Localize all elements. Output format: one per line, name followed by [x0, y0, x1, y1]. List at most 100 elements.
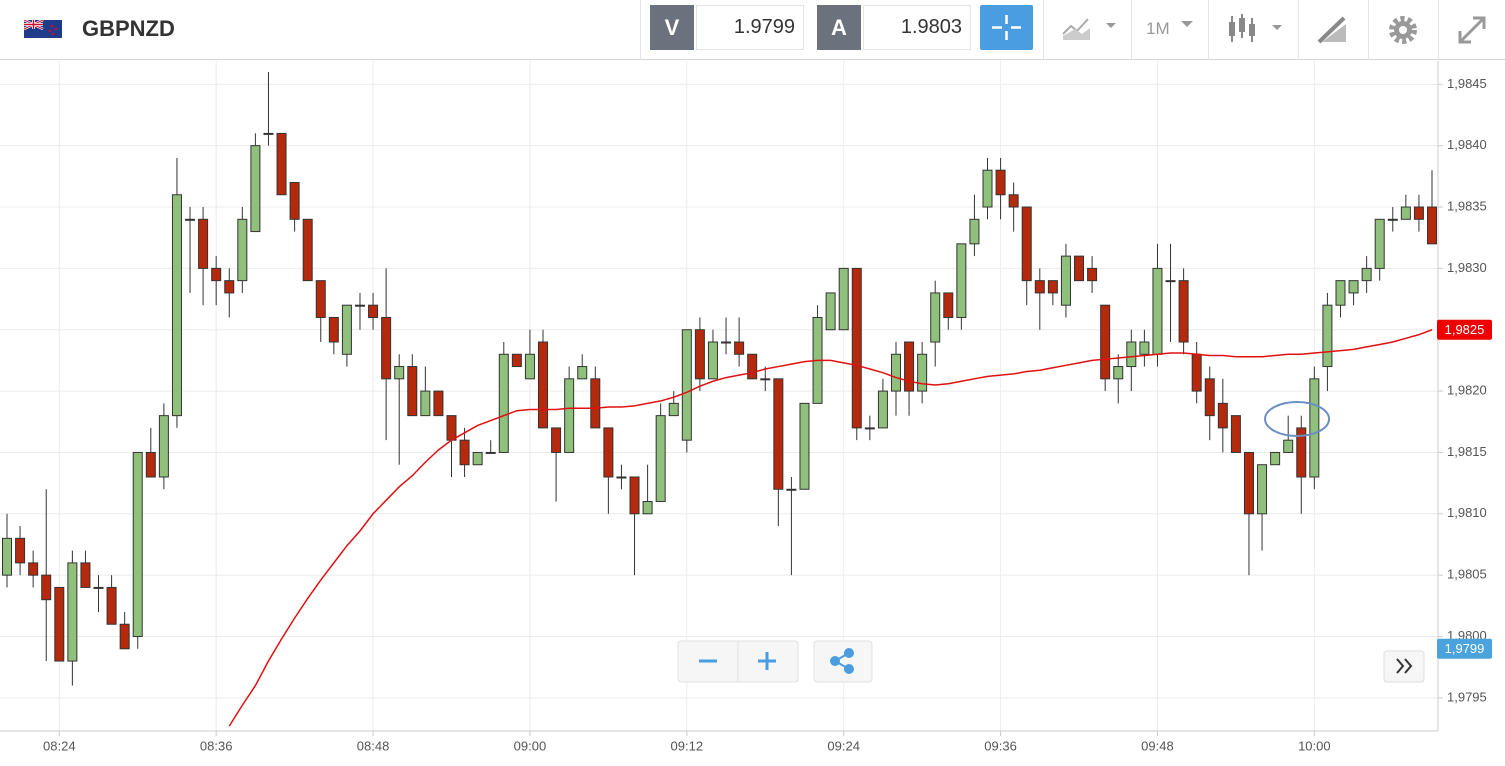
candle-body [1139, 341, 1150, 355]
x-tick-label: 09:36 [984, 738, 1017, 753]
candle-body [237, 218, 248, 282]
candle-body [315, 280, 326, 318]
x-tick-label: 10:00 [1298, 738, 1331, 753]
candle-body [263, 132, 274, 135]
candle-body [734, 341, 745, 355]
ask-button[interactable]: A [817, 5, 861, 50]
candle-body [185, 218, 196, 221]
separator [640, 0, 641, 60]
candle-body [1309, 378, 1320, 478]
x-tick-label: 08:48 [357, 738, 390, 753]
bid-button[interactable]: V [650, 5, 694, 50]
fullscreen-button[interactable] [1455, 13, 1489, 47]
candle-body [995, 169, 1006, 196]
candle-body [943, 292, 954, 318]
candle-body [1374, 218, 1385, 269]
candle-body [786, 488, 797, 491]
x-tick-label: 09:48 [1141, 738, 1174, 753]
candle-body [629, 476, 640, 515]
candle-body [1126, 341, 1137, 368]
candle-body [1270, 451, 1281, 466]
candle-body [524, 353, 535, 380]
chart-type-button[interactable] [1058, 14, 1123, 44]
candle-body [1191, 353, 1202, 392]
x-tick-label: 09:12 [671, 738, 704, 753]
candle-body [1152, 267, 1163, 355]
candle-body [446, 415, 457, 441]
candle-body [67, 562, 78, 662]
candle-body [328, 316, 339, 343]
toolbar: GBPNZD V 1.9799 A 1.9803 1M [0, 0, 1505, 60]
plot-area [2, 72, 1437, 727]
candle-body [890, 353, 901, 392]
candle-body [198, 218, 209, 269]
x-tick-label: 09:00 [514, 738, 547, 753]
candle-body [577, 366, 588, 380]
scroll-right-button[interactable] [1383, 650, 1425, 683]
candle-body [799, 402, 810, 490]
candle-body [747, 353, 758, 380]
candle-body [1021, 206, 1032, 282]
price-tag-label: 1,9799 [1445, 641, 1485, 656]
candle-body [472, 451, 483, 466]
grid [0, 61, 1438, 731]
y-tick-label: 1,9845 [1447, 76, 1487, 91]
candle-body [1060, 255, 1071, 306]
moving-average-line [228, 329, 1433, 727]
draw-tool-button[interactable] [1316, 14, 1350, 46]
candle-body [551, 427, 562, 453]
candle-body [1113, 366, 1124, 380]
candle-body [1047, 280, 1058, 294]
flag [24, 20, 62, 38]
ask-price: 1.9803 [863, 5, 971, 50]
candle-body [825, 292, 836, 331]
candle-body [433, 390, 444, 417]
separator [1043, 0, 1044, 60]
y-tick-label: 1,9820 [1447, 383, 1487, 398]
candle-body [982, 169, 993, 208]
y-tick-label: 1,9830 [1447, 260, 1487, 275]
candle-body [655, 415, 666, 503]
candle-body [1100, 304, 1111, 380]
candle-body [1230, 415, 1241, 453]
candle-body [1296, 427, 1307, 478]
candle-body [224, 280, 235, 294]
candle-body [15, 537, 26, 564]
candle-body [341, 304, 352, 355]
price-tag-label: 1,9825 [1445, 322, 1485, 337]
candle-body [917, 353, 928, 392]
candle-body [707, 341, 718, 380]
bid-price: 1.9799 [696, 5, 804, 50]
candle-body [368, 304, 379, 318]
candle-body [864, 427, 875, 430]
timeframe-button[interactable]: 1M [1146, 19, 1170, 38]
separator [1131, 0, 1132, 60]
candle-body [1387, 218, 1398, 221]
candle-body [459, 439, 470, 466]
candle-body [616, 476, 627, 479]
dropdown-arrow [1181, 21, 1193, 27]
price-tag [1437, 638, 1492, 659]
crosshair-button[interactable] [980, 5, 1033, 50]
y-tick-label: 1,9805 [1447, 567, 1487, 582]
share-button[interactable] [813, 640, 873, 683]
candle-body [851, 267, 862, 429]
separator [1438, 0, 1439, 60]
candle-body [354, 304, 365, 307]
settings-button[interactable] [1386, 13, 1420, 47]
candle-body [681, 329, 692, 441]
candle-body [1413, 206, 1424, 220]
zoom-in-button[interactable] [758, 652, 776, 670]
candle-body [721, 341, 732, 344]
candle-body [1034, 280, 1045, 294]
candle-body [1165, 280, 1176, 283]
axes: 1,97951,98001,98051,98101,98151,98201,98… [43, 76, 1487, 754]
candle-type-button[interactable] [1226, 12, 1288, 46]
candle-body [420, 390, 431, 417]
candle-body [877, 390, 888, 429]
candle-body [80, 562, 91, 588]
candle-body [760, 378, 771, 381]
candle-body [590, 378, 601, 429]
separator [1208, 0, 1209, 60]
